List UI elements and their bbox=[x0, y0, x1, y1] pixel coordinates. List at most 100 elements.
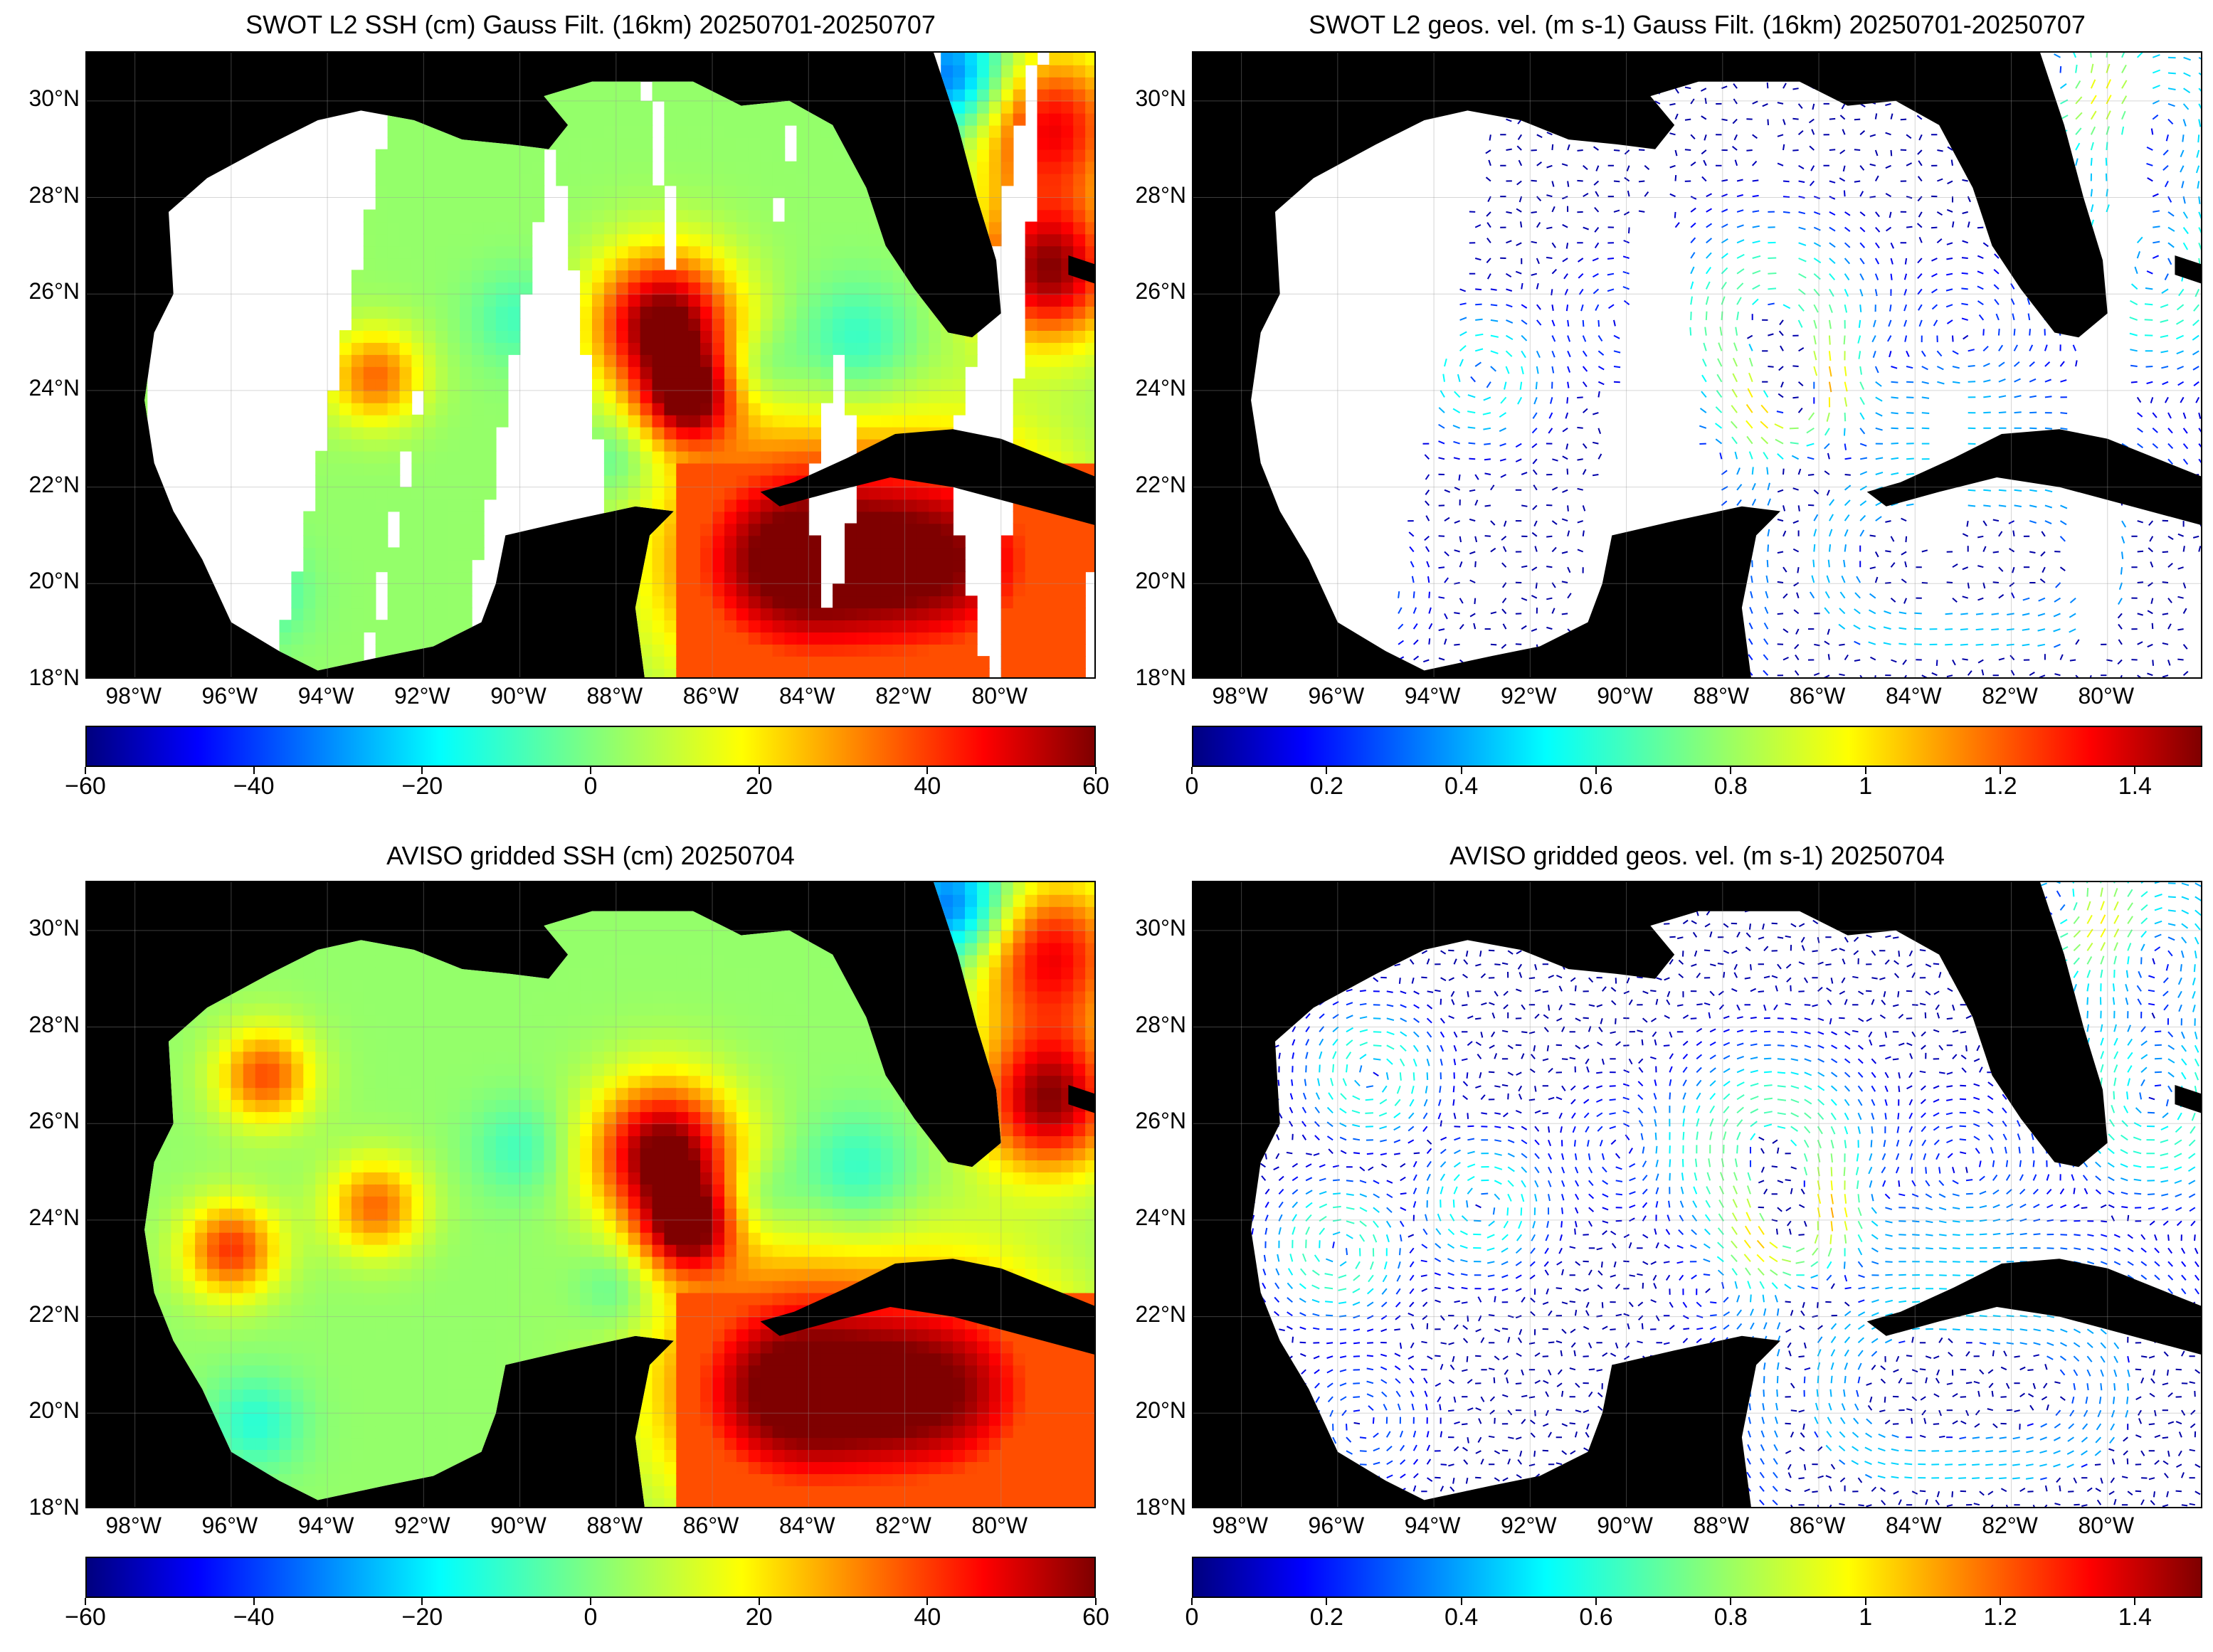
ssh-cell bbox=[339, 378, 352, 391]
ssh-cell bbox=[375, 366, 389, 379]
ssh-cell bbox=[472, 390, 485, 403]
velocity-arrow bbox=[1903, 319, 1908, 327]
ssh-cell bbox=[460, 161, 472, 174]
velocity-arrow bbox=[1424, 454, 1430, 460]
ssh-cell bbox=[495, 149, 509, 162]
ssh-cell bbox=[1049, 185, 1062, 198]
ssh-cell bbox=[435, 173, 448, 186]
ssh-cell bbox=[676, 632, 689, 645]
ssh-cell bbox=[1025, 644, 1038, 657]
ssh-cell bbox=[351, 523, 364, 536]
velocity-arrow bbox=[2053, 628, 2061, 632]
ssh-cell bbox=[399, 426, 413, 440]
ssh-cell bbox=[448, 258, 460, 271]
ssh-cell bbox=[507, 173, 521, 186]
velocity-arrow bbox=[2147, 672, 2153, 677]
velocity-arrow bbox=[1854, 180, 1861, 183]
velocity-arrow bbox=[1829, 258, 1836, 264]
ssh-cell bbox=[375, 378, 389, 391]
ssh-cell bbox=[1013, 523, 1026, 536]
ssh-cell bbox=[868, 620, 882, 632]
velocity-arrow bbox=[1844, 413, 1847, 422]
velocity-arrow bbox=[1501, 562, 1507, 568]
ssh-cell bbox=[808, 438, 821, 452]
ssh-cell bbox=[965, 620, 978, 632]
ssh-cell bbox=[1037, 209, 1050, 223]
ssh-cell bbox=[880, 620, 894, 632]
ssh-cell bbox=[856, 233, 870, 247]
ssh-cell bbox=[652, 571, 665, 585]
velocity-arrow bbox=[1798, 242, 1807, 246]
velocity-arrow bbox=[2022, 643, 2030, 647]
ssh-cell bbox=[688, 450, 701, 464]
bahamas-land bbox=[1068, 255, 1094, 284]
velocity-arrow bbox=[1977, 659, 1984, 664]
velocity-arrow bbox=[1562, 223, 1568, 228]
velocity-arrow bbox=[1858, 351, 1861, 359]
ssh-cell bbox=[375, 462, 389, 476]
ssh-cell bbox=[880, 270, 894, 283]
ssh-cell bbox=[580, 209, 593, 223]
ssh-cell bbox=[700, 100, 713, 114]
ssh-cell bbox=[411, 487, 425, 500]
ssh-cell bbox=[568, 185, 581, 198]
ssh-cell bbox=[507, 306, 521, 319]
velocity-arrow bbox=[2121, 80, 2128, 89]
ssh-cell bbox=[664, 402, 677, 415]
velocity-arrow bbox=[2146, 162, 2153, 166]
ssh-cell bbox=[327, 632, 340, 645]
ssh-cell bbox=[460, 487, 472, 500]
ssh-cell bbox=[640, 426, 653, 440]
ssh-cell bbox=[833, 161, 845, 174]
ssh-cell bbox=[820, 125, 833, 138]
ssh-cell bbox=[448, 149, 460, 162]
velocity-arrow bbox=[1875, 471, 1884, 475]
ssh-cell bbox=[772, 137, 786, 150]
velocity-arrow bbox=[1765, 575, 1769, 583]
ssh-cell bbox=[1025, 426, 1038, 440]
ssh-cell bbox=[1037, 402, 1050, 415]
velocity-arrow bbox=[2120, 567, 2123, 575]
ssh-cell bbox=[868, 330, 882, 343]
velocity-arrow bbox=[2162, 642, 2169, 645]
ssh-cell bbox=[845, 209, 857, 223]
velocity-arrow bbox=[1844, 242, 1851, 248]
velocity-arrow bbox=[1459, 536, 1462, 543]
ssh-cell bbox=[977, 88, 990, 102]
velocity-arrow bbox=[1936, 366, 1944, 371]
ssh-cell bbox=[772, 523, 786, 536]
ssh-cell bbox=[339, 559, 352, 573]
ssh-cell bbox=[712, 197, 725, 211]
velocity-arrow bbox=[2167, 196, 2172, 203]
ssh-cell bbox=[448, 571, 460, 585]
ssh-cell bbox=[387, 608, 401, 620]
velocity-arrow bbox=[2182, 134, 2185, 142]
ssh-cell bbox=[941, 366, 954, 379]
ssh-cell bbox=[592, 88, 605, 102]
ssh-cell bbox=[988, 88, 1002, 102]
velocity-arrow bbox=[2177, 381, 2185, 386]
ssh-cell bbox=[448, 173, 460, 186]
velocity-arrow bbox=[2167, 258, 2172, 265]
ssh-cell bbox=[315, 450, 328, 464]
ssh-cell bbox=[760, 450, 773, 464]
velocity-arrow bbox=[1703, 342, 1707, 351]
velocity-arrow bbox=[1485, 176, 1491, 182]
ssh-cell bbox=[315, 644, 328, 657]
ssh-cell bbox=[941, 620, 954, 632]
ssh-cell bbox=[1061, 608, 1074, 620]
colorbar-tick-mark bbox=[1864, 767, 1866, 774]
ssh-cell bbox=[399, 523, 413, 536]
velocity-arrow bbox=[2130, 349, 2138, 352]
ssh-cell bbox=[1073, 245, 1086, 259]
ssh-cell bbox=[1061, 390, 1074, 403]
ssh-cell bbox=[315, 632, 328, 645]
velocity-arrow bbox=[1721, 486, 1728, 491]
velocity-arrow bbox=[1782, 530, 1787, 537]
ssh-cell bbox=[375, 354, 389, 367]
ssh-cell bbox=[387, 330, 401, 343]
ssh-cell bbox=[700, 318, 713, 331]
ssh-cell bbox=[772, 221, 786, 235]
ssh-cell bbox=[652, 366, 665, 379]
ssh-cell bbox=[724, 137, 737, 150]
